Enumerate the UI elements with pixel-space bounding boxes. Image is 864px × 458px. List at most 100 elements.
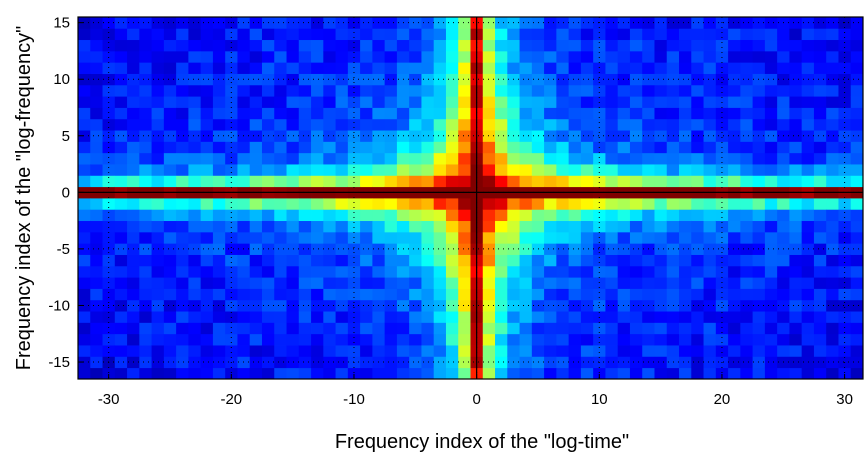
heatmap-cell	[813, 118, 827, 131]
heatmap-cell	[789, 84, 803, 97]
heatmap-cell	[176, 152, 189, 165]
heatmap-cell	[752, 265, 766, 278]
heatmap-cell	[629, 277, 643, 289]
heatmap-cell	[715, 175, 729, 188]
heatmap-cell	[593, 299, 606, 312]
heatmap-cell	[679, 356, 692, 369]
heatmap-cell	[323, 322, 336, 335]
heatmap-cell	[286, 152, 300, 165]
heatmap-cell	[617, 288, 631, 301]
heatmap-cell	[151, 130, 165, 142]
heatmap-cell	[850, 231, 864, 244]
heatmap-cell	[458, 107, 471, 120]
heatmap-cell	[752, 367, 766, 380]
heatmap-cell	[127, 141, 140, 154]
heatmap-cell	[445, 17, 459, 29]
heatmap-cell	[495, 62, 508, 74]
heatmap-cell	[629, 356, 643, 369]
heatmap-cell	[679, 164, 692, 176]
heatmap-cell	[568, 28, 582, 41]
heatmap-cell	[188, 345, 202, 357]
heatmap-cell	[409, 243, 422, 255]
y-tick-label: 10	[53, 71, 70, 88]
heatmap-cell	[90, 84, 103, 97]
heatmap-cell	[642, 209, 655, 222]
heatmap-cell	[139, 198, 152, 210]
heatmap-cell	[114, 198, 128, 210]
heatmap-cell	[139, 209, 152, 222]
heatmap-cell	[274, 62, 287, 74]
heatmap-cell	[409, 118, 422, 131]
heatmap-cell	[384, 152, 398, 165]
heatmap-cell	[347, 73, 361, 86]
heatmap-cell	[335, 73, 349, 86]
heatmap-cell	[850, 220, 864, 233]
heatmap-cell	[274, 175, 287, 188]
heatmap-cell	[789, 333, 803, 346]
heatmap-cell	[629, 175, 643, 188]
heatmap-cell	[372, 254, 386, 267]
heatmap-cell	[654, 141, 668, 154]
heatmap-cell	[544, 130, 557, 142]
heatmap-cell	[519, 84, 533, 97]
heatmap-cell	[384, 220, 398, 233]
heatmap-cell	[274, 39, 287, 52]
heatmap-cell	[90, 220, 103, 233]
heatmap-cell	[433, 130, 447, 142]
heatmap-cell	[666, 84, 680, 97]
heatmap-cell	[519, 356, 533, 369]
heatmap-cell	[580, 220, 594, 233]
heatmap-cell	[642, 107, 655, 120]
heatmap-cell	[679, 345, 692, 357]
heatmap-cell	[396, 277, 410, 289]
heatmap-cell	[764, 299, 778, 312]
heatmap-cell	[777, 311, 790, 323]
heatmap-cell	[212, 141, 226, 154]
heatmap-cell	[176, 356, 189, 369]
heatmap-cell	[789, 118, 803, 131]
heatmap-cell	[507, 254, 520, 267]
heatmap-cell	[531, 141, 545, 154]
heatmap-cell	[593, 243, 606, 255]
heatmap-cell	[580, 175, 594, 188]
heatmap-cell	[409, 164, 422, 176]
heatmap-cell	[78, 73, 91, 86]
heatmap-cell	[274, 84, 287, 97]
heatmap-cell	[445, 164, 459, 176]
heatmap-cell	[507, 277, 520, 289]
heatmap-cell	[482, 299, 496, 312]
heatmap-cell	[114, 209, 128, 222]
heatmap-cell	[421, 288, 435, 301]
heatmap-cell	[396, 231, 410, 244]
heatmap-cell	[274, 209, 287, 222]
heatmap-cell	[151, 333, 165, 346]
heatmap-cell	[212, 175, 226, 188]
heatmap-cell	[433, 311, 447, 323]
heatmap-cell	[176, 288, 189, 301]
heatmap-cell	[102, 198, 116, 210]
heatmap-cell	[372, 277, 386, 289]
heatmap-cell	[335, 322, 349, 335]
heatmap-cell	[482, 118, 496, 131]
heatmap-cell	[163, 288, 177, 301]
heatmap-cell	[715, 288, 729, 301]
heatmap-cell	[826, 322, 839, 335]
heatmap-cell	[409, 254, 422, 267]
heatmap-cell	[311, 231, 324, 244]
heatmap-cell	[568, 299, 582, 312]
heatmap-cell	[654, 107, 668, 120]
heatmap-cell	[789, 265, 803, 278]
heatmap-cell	[801, 39, 815, 52]
heatmap-cell	[396, 175, 410, 188]
heatmap-cell	[409, 209, 422, 222]
heatmap-cell	[458, 345, 471, 357]
heatmap-cell	[752, 118, 766, 131]
heatmap-cell	[507, 322, 520, 335]
heatmap-cell	[114, 130, 128, 142]
heatmap-cell	[445, 175, 459, 188]
heatmap-cell	[127, 288, 140, 301]
heatmap-cell	[286, 107, 300, 120]
heatmap-cell	[347, 311, 361, 323]
heatmap-cell	[801, 28, 815, 41]
